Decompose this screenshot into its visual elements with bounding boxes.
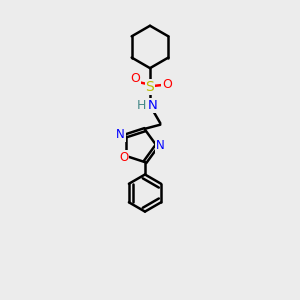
- Text: N: N: [156, 140, 165, 152]
- Text: N: N: [116, 128, 125, 141]
- Text: O: O: [119, 151, 128, 164]
- Text: S: S: [146, 80, 154, 94]
- Text: H: H: [136, 99, 146, 112]
- Text: N: N: [148, 99, 158, 112]
- Text: O: O: [162, 78, 172, 92]
- Text: O: O: [130, 72, 140, 85]
